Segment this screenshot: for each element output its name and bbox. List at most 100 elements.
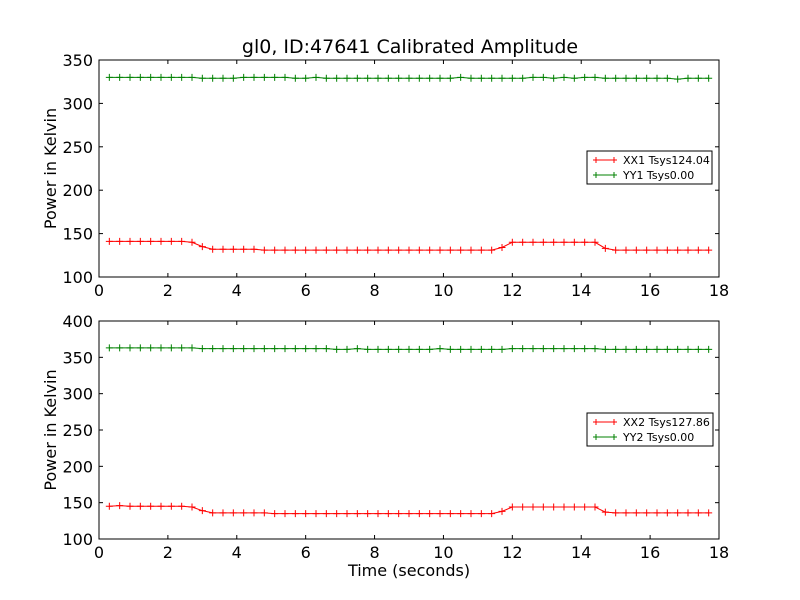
data-point xyxy=(405,345,413,353)
data-point xyxy=(126,502,134,510)
data-point xyxy=(498,243,506,251)
legend-swatch-marker xyxy=(611,434,617,440)
x-tick-label: 0 xyxy=(94,543,104,562)
data-point xyxy=(446,510,454,518)
data-point xyxy=(229,245,237,253)
data-point xyxy=(632,509,640,517)
y-tick-label: 150 xyxy=(62,494,93,513)
data-point xyxy=(178,502,186,510)
y-tick-label: 250 xyxy=(62,138,93,157)
data-point xyxy=(653,74,661,82)
data-point xyxy=(643,246,651,254)
data-point xyxy=(374,246,382,254)
data-point xyxy=(312,73,320,81)
data-point xyxy=(157,237,165,245)
data-point xyxy=(178,344,186,352)
data-point xyxy=(426,510,434,518)
data-point xyxy=(705,345,713,353)
y-tick-label: 350 xyxy=(62,348,93,367)
data-point xyxy=(271,246,279,254)
data-point xyxy=(663,345,671,353)
x-tick-label: 10 xyxy=(433,281,453,300)
data-point xyxy=(426,74,434,82)
data-point xyxy=(167,502,175,510)
data-point xyxy=(560,345,568,353)
data-point xyxy=(105,237,113,245)
data-point xyxy=(674,75,682,83)
bottom-subplot: 0 2 4 6 8 10 12 14 16 18 100 150 200 250 300 350 400 Powe… xyxy=(41,312,729,580)
data-point xyxy=(136,237,144,245)
data-point xyxy=(405,74,413,82)
data-point xyxy=(529,503,537,511)
data-point xyxy=(260,73,268,81)
data-point xyxy=(374,510,382,518)
data-point xyxy=(116,344,124,352)
legend: XX1 Tsys124.04 YY1 Tsys0.00 xyxy=(586,150,713,185)
data-point xyxy=(539,238,547,246)
data-point xyxy=(322,246,330,254)
data-point xyxy=(291,246,299,254)
data-point xyxy=(457,345,465,353)
data-point xyxy=(281,510,289,518)
data-point xyxy=(167,73,175,81)
data-point xyxy=(353,510,361,518)
data-point xyxy=(529,345,537,353)
data-point xyxy=(570,74,578,82)
data-point xyxy=(343,246,351,254)
data-point xyxy=(384,246,392,254)
x-tick-label: 8 xyxy=(369,281,379,300)
data-point xyxy=(498,507,506,515)
x-tick-label: 8 xyxy=(369,543,379,562)
data-point xyxy=(250,509,258,517)
legend-swatch-marker xyxy=(611,157,617,163)
chart-title: gl0, ID:47641 Calibrated Amplitude xyxy=(242,36,578,58)
data-point xyxy=(601,244,609,252)
data-point xyxy=(529,73,537,81)
y-axis-label: Power in Kelvin xyxy=(41,369,60,490)
data-point xyxy=(663,74,671,82)
legend: XX2 Tsys127.86 YY2 Tsys0.00 xyxy=(586,412,714,447)
data-point xyxy=(684,246,692,254)
data-point xyxy=(271,510,279,518)
data-point xyxy=(436,246,444,254)
data-point xyxy=(581,345,589,353)
data-point xyxy=(632,246,640,254)
data-point xyxy=(436,345,444,353)
data-point xyxy=(343,74,351,82)
data-point xyxy=(498,345,506,353)
data-point xyxy=(426,246,434,254)
data-point xyxy=(508,238,516,246)
data-point xyxy=(250,345,258,353)
data-point xyxy=(519,238,527,246)
data-point xyxy=(581,238,589,246)
data-point xyxy=(591,73,599,81)
data-point xyxy=(178,73,186,81)
data-point xyxy=(312,345,320,353)
data-point xyxy=(136,344,144,352)
data-point xyxy=(302,74,310,82)
data-point xyxy=(157,73,165,81)
data-point xyxy=(508,503,516,511)
x-tick-label: 12 xyxy=(502,543,522,562)
x-tick-label: 4 xyxy=(232,543,242,562)
top-subplot: 0 2 4 6 8 10 12 14 16 18 100 150 200 250 300 350 Power i… xyxy=(41,51,729,300)
data-point xyxy=(209,509,217,517)
data-point xyxy=(539,345,547,353)
data-point xyxy=(219,74,227,82)
data-point xyxy=(467,510,475,518)
data-point xyxy=(622,74,630,82)
data-point xyxy=(198,345,206,353)
data-point xyxy=(209,245,217,253)
data-point xyxy=(333,510,341,518)
data-point xyxy=(353,74,361,82)
data-point xyxy=(240,245,248,253)
data-point xyxy=(477,246,485,254)
data-point xyxy=(105,73,113,81)
x-tick-label: 18 xyxy=(709,543,729,562)
x-tick-label: 2 xyxy=(163,281,173,300)
data-point xyxy=(601,508,609,516)
data-point xyxy=(612,509,620,517)
y-tick-label: 200 xyxy=(62,181,93,200)
data-point xyxy=(498,74,506,82)
